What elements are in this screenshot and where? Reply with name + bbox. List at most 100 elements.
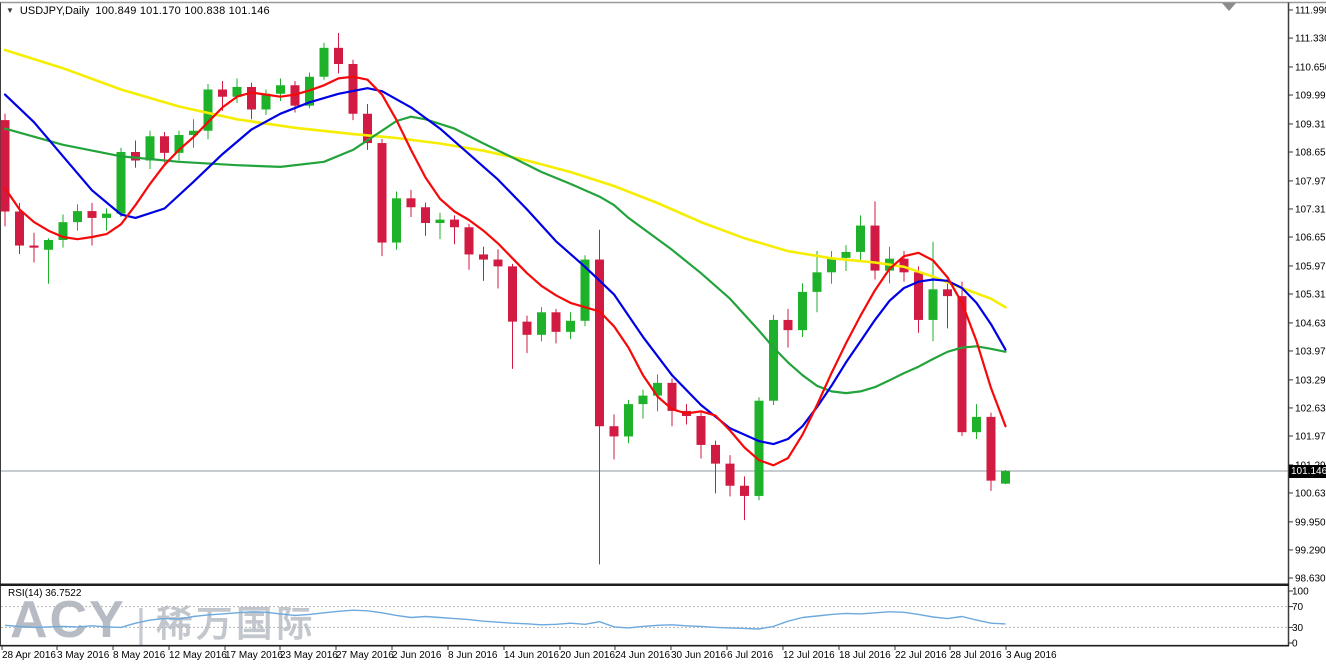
date-tick-label: 22 Jul 2016 bbox=[895, 650, 947, 661]
candle bbox=[624, 399, 633, 444]
ma-yellow-slow bbox=[3, 48, 1007, 309]
candle bbox=[493, 249, 503, 289]
ma-green-medium bbox=[3, 115, 1007, 395]
candle bbox=[58, 214, 68, 248]
candle bbox=[928, 241, 938, 342]
rsi-tick-label: 30 bbox=[1292, 623, 1304, 634]
candle bbox=[232, 78, 242, 104]
candle bbox=[189, 119, 198, 148]
candle bbox=[218, 81, 227, 111]
price-axis[interactable]: 111.990 111.330 110.650 109.990 109.310 108.6… bbox=[1288, 6, 1326, 650]
price-tick-label: 109.990 bbox=[1295, 91, 1326, 102]
current-price-tag: 101.146 bbox=[1289, 464, 1326, 478]
chart-frame bbox=[0, 1, 1326, 647]
panel-separator[interactable] bbox=[0, 583, 1289, 587]
candle bbox=[653, 374, 662, 412]
date-tick-label: 28 Apr 2016 bbox=[2, 650, 56, 661]
ma-red-fast bbox=[3, 75, 1007, 467]
date-tick-label: 12 Jul 2016 bbox=[783, 650, 835, 661]
candle bbox=[1001, 470, 1010, 485]
rsi-level-lines bbox=[1, 606, 1288, 628]
price-tick-label: 99.950 bbox=[1295, 517, 1326, 528]
candle bbox=[319, 42, 329, 80]
price-tick-label: 111.330 bbox=[1295, 34, 1326, 45]
rsi-value: 36.7522 bbox=[45, 588, 82, 599]
candle bbox=[943, 280, 952, 329]
candle bbox=[986, 412, 996, 491]
candle bbox=[957, 281, 967, 436]
candle bbox=[972, 404, 981, 439]
symbol-info: ▼ USDJPY,Daily 100.849 101.170 100.838 1… bbox=[6, 5, 270, 17]
date-tick-label: 28 Jul 2016 bbox=[950, 650, 1002, 661]
date-tick-label: 17 May 2016 bbox=[225, 650, 283, 661]
chart-shift-icon[interactable] bbox=[1222, 3, 1236, 11]
rsi-name: RSI(14) bbox=[8, 588, 43, 599]
price-tick-label: 108.650 bbox=[1295, 148, 1326, 159]
broker-watermark: ACY | 稀万国际 bbox=[10, 594, 317, 647]
date-tick-label: 14 Jun 2016 bbox=[504, 650, 559, 661]
price-tick-label: 103.290 bbox=[1295, 375, 1326, 386]
candle bbox=[508, 263, 517, 369]
date-tick-label: 30 Jun 2016 bbox=[671, 650, 726, 661]
rsi-tick-label: 70 bbox=[1292, 602, 1304, 613]
current-price-value: 101.146 bbox=[1291, 465, 1326, 477]
date-tick-label: 6 Jul 2016 bbox=[727, 650, 774, 661]
candle bbox=[87, 203, 97, 246]
rsi-tick-label: 0 bbox=[1292, 639, 1298, 650]
candle bbox=[522, 315, 532, 354]
price-tick-label: 105.970 bbox=[1295, 261, 1326, 272]
date-tick-label: 12 May 2016 bbox=[169, 650, 227, 661]
candle bbox=[914, 266, 923, 333]
price-tick-label: 98.630 bbox=[1295, 574, 1326, 585]
candle bbox=[174, 130, 184, 161]
candle bbox=[551, 308, 561, 344]
candle bbox=[392, 191, 401, 250]
candle bbox=[29, 232, 39, 263]
candle bbox=[638, 389, 648, 419]
candle bbox=[812, 251, 822, 313]
date-tick-label: 24 Jun 2016 bbox=[615, 650, 670, 661]
candle bbox=[421, 202, 430, 236]
candle bbox=[856, 215, 865, 261]
candle bbox=[334, 32, 343, 74]
candle bbox=[160, 132, 169, 163]
candle bbox=[609, 414, 619, 460]
candle bbox=[870, 201, 880, 280]
price-tick-label: 103.970 bbox=[1295, 346, 1326, 357]
symbol-dropdown-icon[interactable]: ▼ bbox=[6, 6, 14, 15]
candle bbox=[435, 212, 445, 240]
candle bbox=[566, 312, 575, 340]
candle bbox=[725, 455, 735, 497]
price-tick-label: 105.310 bbox=[1295, 290, 1326, 301]
date-tick-label: 3 Aug 2016 bbox=[1006, 650, 1057, 661]
symbol-period-label: USDJPY,Daily bbox=[19, 5, 90, 17]
price-tick-label: 110.650 bbox=[1295, 62, 1326, 73]
candle bbox=[479, 246, 488, 281]
candle bbox=[102, 208, 111, 231]
candle bbox=[73, 204, 82, 231]
candle bbox=[754, 397, 764, 501]
date-tick-label: 8 May 2016 bbox=[113, 650, 166, 661]
price-tick-label: 100.630 bbox=[1295, 488, 1326, 499]
watermark-chinese-name: 稀万国际 bbox=[156, 603, 317, 645]
price-tick-label: 107.310 bbox=[1295, 204, 1326, 215]
candles-group bbox=[0, 32, 1010, 565]
candle bbox=[450, 215, 459, 245]
rsi-indicator-label: RSI(14) 36.7522 bbox=[8, 588, 81, 599]
price-tick-label: 104.630 bbox=[1295, 318, 1326, 329]
candle bbox=[595, 229, 604, 565]
candle bbox=[464, 223, 474, 270]
date-tick-label: 18 Jul 2016 bbox=[839, 650, 891, 661]
rsi-tick-label: 100 bbox=[1292, 587, 1309, 598]
time-axis[interactable]: 28 Apr 2016 3 May 2016 8 May 2016 12 May 20… bbox=[1, 646, 1057, 661]
candle bbox=[711, 440, 720, 494]
candle bbox=[377, 138, 387, 257]
candle bbox=[827, 251, 836, 284]
watermark-separator-icon: | bbox=[135, 602, 147, 647]
candle bbox=[145, 130, 155, 170]
price-tick-label: 106.650 bbox=[1295, 233, 1326, 244]
date-tick-label: 2 Jun 2016 bbox=[392, 650, 442, 661]
candle bbox=[247, 82, 256, 120]
